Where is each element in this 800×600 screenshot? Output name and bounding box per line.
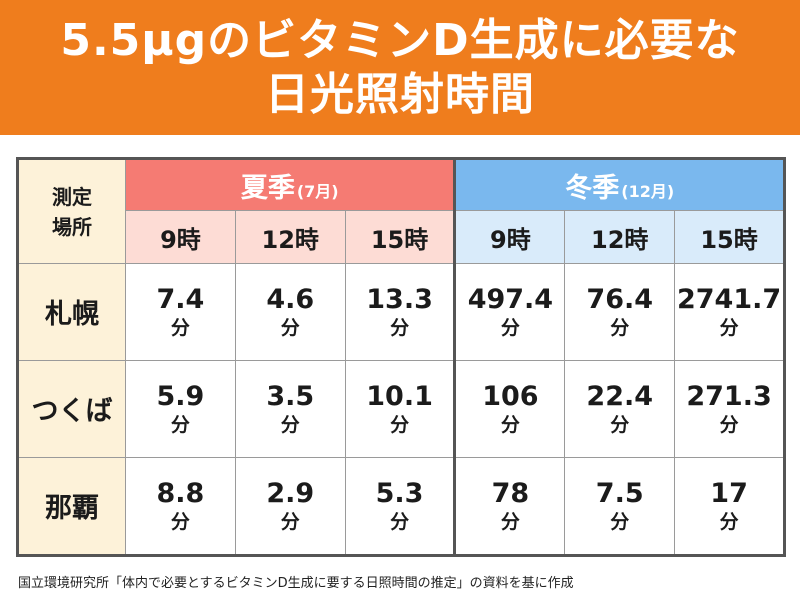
data-cell: 106 分 xyxy=(454,359,566,458)
data-cell: 4.6 分 xyxy=(234,263,346,361)
cell-value: 3.5 xyxy=(266,380,315,412)
data-cell: 5.9 分 xyxy=(125,359,236,458)
data-cell: 497.4 分 xyxy=(454,263,566,361)
cell-unit: 分 xyxy=(610,316,630,339)
cell-value: 13.3 xyxy=(366,283,433,315)
data-cell: 2741.7 分 xyxy=(674,263,785,361)
table-row: 那覇 8.8 分 2.9 分 5.3 分 78 分 7.5 分 17 分 xyxy=(17,456,785,557)
cell-value: 2741.7 xyxy=(676,283,782,315)
winter-sub-label: (12月) xyxy=(621,181,675,201)
table-row: 札幌 7.4 分 4.6 分 13.3 分 497.4 分 76.4 分 2741.7 分 xyxy=(17,263,785,361)
source-note: 国立環境研究所「体内で必要とするビタミンD生成に要する日照時間の推定」の資料を基… xyxy=(18,576,574,591)
data-cell: 78 分 xyxy=(454,456,566,557)
cell-unit: 分 xyxy=(170,413,190,436)
cell-value: 78 xyxy=(491,477,530,509)
title-line-1: 5.5μgのビタミンD生成に必要な xyxy=(60,14,740,66)
data-cell: 22.4 分 xyxy=(564,359,676,458)
cell-unit: 分 xyxy=(610,413,630,436)
data-cell: 2.9 分 xyxy=(234,456,346,557)
cell-unit: 分 xyxy=(170,316,190,339)
cell-unit: 分 xyxy=(170,510,190,533)
cell-value: 7.4 xyxy=(156,283,205,315)
winter-label: 冬季 xyxy=(565,172,620,204)
data-cell: 13.3 分 xyxy=(344,263,457,361)
summer-header: 夏季 (7月) xyxy=(124,158,457,211)
cell-value: 106 xyxy=(482,380,539,412)
cell-unit: 分 xyxy=(280,510,300,533)
time-header: 12時 xyxy=(234,210,346,264)
cell-unit: 分 xyxy=(500,413,520,436)
data-cell: 7.4 分 xyxy=(125,263,236,361)
cell-unit: 分 xyxy=(719,316,739,339)
corner-label-line1: 測定 xyxy=(52,184,92,209)
corner-header: 測定 場所 xyxy=(17,158,126,264)
place-label: 那覇 xyxy=(17,456,126,557)
winter-header: 冬季 (12月) xyxy=(454,158,785,211)
cell-unit: 分 xyxy=(500,316,520,339)
place-label: 札幌 xyxy=(17,263,126,361)
cell-unit: 分 xyxy=(390,413,410,436)
cell-unit: 分 xyxy=(500,510,520,533)
cell-value: 497.4 xyxy=(467,283,554,315)
data-cell: 76.4 分 xyxy=(564,263,676,361)
title-banner: 5.5μgのビタミンD生成に必要な 日光照射時間 xyxy=(0,0,800,135)
title-line-2: 日光照射時間 xyxy=(265,68,535,120)
table-row: つくば 5.9 分 3.5 分 10.1 分 106 分 22.4 分 271.3 分 xyxy=(17,359,785,458)
cell-unit: 分 xyxy=(719,413,739,436)
cell-value: 22.4 xyxy=(586,380,654,412)
cell-value: 17 xyxy=(710,477,748,509)
cell-unit: 分 xyxy=(610,510,630,533)
cell-value: 2.9 xyxy=(266,477,315,509)
cell-unit: 分 xyxy=(280,413,300,436)
time-header: 12時 xyxy=(564,210,676,264)
cell-value: 7.5 xyxy=(595,477,644,509)
data-cell: 10.1 分 xyxy=(344,359,457,458)
time-header: 9時 xyxy=(125,210,236,264)
cell-value: 8.8 xyxy=(156,477,205,509)
time-header: 15時 xyxy=(674,210,785,264)
cell-unit: 分 xyxy=(719,510,739,533)
data-cell: 5.3 分 xyxy=(344,456,457,557)
cell-value: 5.3 xyxy=(375,477,424,509)
time-header: 9時 xyxy=(454,210,566,264)
place-label: つくば xyxy=(17,359,126,458)
cell-value: 5.9 xyxy=(156,380,205,412)
data-cell: 8.8 分 xyxy=(125,456,236,557)
corner-label-line2: 場所 xyxy=(52,214,92,239)
summer-label: 夏季 xyxy=(240,172,295,204)
time-header: 15時 xyxy=(344,210,457,264)
cell-value: 271.3 xyxy=(686,380,772,412)
data-cell: 7.5 分 xyxy=(564,456,676,557)
cell-value: 4.6 xyxy=(266,283,315,315)
data-cell: 17 分 xyxy=(674,456,785,557)
cell-value: 10.1 xyxy=(366,380,433,412)
data-cell: 3.5 分 xyxy=(234,359,346,458)
vitamin-d-table: 測定 場所 夏季 (7月) 冬季 (12月) 9時 12時 15時 9時 12時 1… xyxy=(16,157,786,557)
summer-sub-label: (7月) xyxy=(296,181,339,201)
cell-value: 76.4 xyxy=(586,283,654,315)
cell-unit: 分 xyxy=(280,316,300,339)
data-cell: 271.3 分 xyxy=(674,359,785,458)
cell-unit: 分 xyxy=(390,510,410,533)
cell-unit: 分 xyxy=(390,316,410,339)
